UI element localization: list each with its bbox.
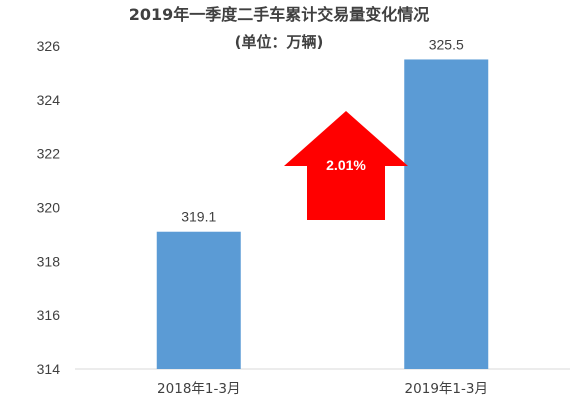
y-tick-label: 318: [37, 253, 61, 269]
bar-value-label: 325.5: [429, 36, 464, 52]
y-tick-label: 324: [37, 92, 61, 108]
x-category-label: 2019年1-3月: [405, 381, 488, 397]
y-tick-label: 322: [37, 146, 61, 162]
bar: [156, 231, 241, 369]
bar-value-label: 319.1: [181, 209, 216, 225]
y-tick-label: 326: [37, 38, 61, 54]
growth-percent-label: 2.01%: [326, 157, 366, 173]
y-tick-label: 320: [37, 200, 61, 216]
growth-arrow: 2.01%: [284, 111, 408, 220]
chart-title: 2019年一季度二手车累计交易量变化情况: [129, 5, 430, 24]
y-tick-label: 314: [37, 361, 61, 377]
up-arrow-icon: [284, 111, 408, 220]
x-category-label: 2018年1-3月: [157, 381, 240, 397]
category-labels: 2018年1-3月 2019年1-3月: [157, 381, 488, 397]
y-tick-label: 316: [37, 307, 61, 323]
chart-subtitle: (单位：万辆): [235, 33, 324, 51]
y-axis: 314 316 318 320 322 324 326: [37, 38, 61, 377]
bars: 319.1 325.5: [156, 36, 489, 369]
bar: [404, 59, 489, 369]
